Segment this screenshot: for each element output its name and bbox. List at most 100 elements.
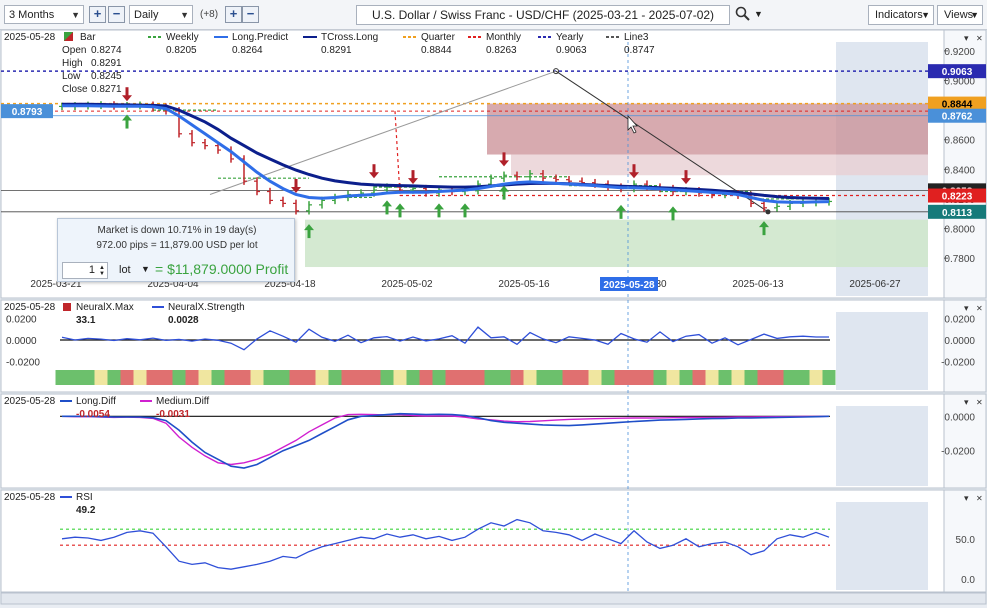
- y-tick-label: 0.8000: [944, 225, 975, 236]
- panel-date: 2025-05-28: [4, 396, 56, 407]
- neuralx-max-cell: [757, 370, 771, 385]
- buy-arrow-icon: [434, 203, 444, 210]
- neuralx-max-cell: [471, 370, 485, 385]
- close-icon: ✕: [976, 304, 983, 313]
- chart-area[interactable]: 2025-03-21 2025-04-04 2025-04-18 2025-05-02…: [0, 29, 987, 605]
- rsi-panel-axis: [943, 489, 987, 593]
- interval-select[interactable]: Daily ▼: [129, 5, 193, 24]
- neuralx-max-cell: [627, 370, 641, 385]
- legend-value: 49.2: [76, 505, 96, 516]
- interval-select-value: Daily: [134, 9, 159, 21]
- neuralx-max-cell: [198, 370, 212, 385]
- spinner-icon[interactable]: ▲ ▼: [99, 265, 105, 277]
- zoom-out-button[interactable]: −: [108, 6, 125, 23]
- neuralx-max-cell: [731, 370, 745, 385]
- price-tag: [928, 64, 986, 79]
- ohlc-label: Open: [62, 45, 86, 56]
- y-tick-label: 0.0: [961, 575, 975, 586]
- price-tag: [928, 108, 986, 123]
- rsi-panel: [0, 489, 945, 593]
- zoom-in-button[interactable]: +: [89, 6, 106, 23]
- add-overlay-button[interactable]: +: [225, 6, 242, 23]
- long-predict-line: [62, 104, 830, 204]
- line3-anchor: [765, 209, 771, 215]
- neuralx-max-cell: [705, 370, 719, 385]
- x-tick-label: 2025-05-16: [498, 279, 550, 290]
- search-icon[interactable]: [735, 6, 751, 25]
- chevron-down-icon[interactable]: ▼: [141, 264, 150, 274]
- neuralx-max-cell: [419, 370, 433, 385]
- neuralx-max-cell: [328, 370, 342, 385]
- neuralx-max-cell: [640, 370, 654, 385]
- price-tag-left: [1, 104, 53, 119]
- chevron-down-icon[interactable]: ▼: [754, 9, 763, 19]
- neuralx-max-cell: [432, 370, 446, 385]
- indicators-button[interactable]: Indicators ▼: [868, 5, 934, 25]
- neuralx-max-cell: [575, 370, 589, 385]
- legend-name: NeuralX.Strength: [168, 302, 245, 313]
- price-tag-label: 0.8844: [942, 100, 973, 111]
- neuralx-max-cell: [523, 370, 537, 385]
- neuralx-max-cell: [159, 370, 173, 385]
- measure-info-box: Market is down 10.71% in 19 day(s) 972.0…: [57, 218, 295, 282]
- views-label: Views: [944, 9, 974, 21]
- neuralx-max-cell: [315, 370, 329, 385]
- bar-legend-icon: [64, 32, 73, 41]
- long-diff-line: [62, 412, 830, 469]
- legend-name: RSI: [76, 492, 93, 503]
- legend-name: Bar: [80, 32, 96, 43]
- x-tick-label: 2025-03-21: [30, 279, 82, 290]
- y-tick-label: 0.0200: [944, 314, 975, 325]
- lot-quantity-input[interactable]: 1 ▲ ▼: [62, 262, 108, 279]
- legend-value: 0.8263: [486, 45, 517, 56]
- legend-name: Long.Diff: [76, 396, 116, 407]
- sell-arrow-icon: [122, 95, 132, 102]
- legend-value: -0.0054: [76, 409, 110, 420]
- neuralx-max-cell: [133, 370, 147, 385]
- cursor-date-tag: [600, 277, 658, 291]
- lot-unit-select[interactable]: lot: [119, 264, 131, 276]
- neuralx-max-cell: [406, 370, 420, 385]
- diff-panel: [0, 393, 945, 489]
- resistance-zone: [487, 103, 928, 155]
- neuralx-max-cell: [614, 370, 628, 385]
- legend-value: 0.8291: [321, 45, 352, 56]
- symbol-title[interactable]: U.S. Dollar / Swiss Franc - USD/CHF (202…: [356, 5, 730, 25]
- price-tag-label: 0.8793: [12, 107, 43, 118]
- range-select-value: 3 Months: [9, 9, 55, 21]
- y-tick-label: -0.0200: [941, 447, 975, 458]
- overlay-count: (+8): [200, 9, 219, 20]
- line3-anchor: [553, 68, 559, 75]
- legend-value: 0.8747: [624, 45, 655, 56]
- neuralx-max-cell: [549, 370, 563, 385]
- neuralx-max-cell: [81, 370, 95, 385]
- sell-arrow-icon: [369, 172, 379, 179]
- remove-overlay-button[interactable]: −: [242, 6, 259, 23]
- buy-arrow-icon: [668, 206, 678, 213]
- legend-value: 0.8205: [166, 45, 197, 56]
- neuralx-max-cell: [484, 370, 498, 385]
- buy-arrow-icon: [759, 221, 769, 228]
- neuralx-max-legend-icon: [63, 303, 71, 311]
- legend-name: Medium.Diff: [156, 396, 209, 407]
- measure-line-1: Market is down 10.71% in 19 day(s): [97, 225, 257, 236]
- neuralx-max-cell: [718, 370, 732, 385]
- price-tag-label: 0.9063: [942, 67, 973, 78]
- range-select[interactable]: 3 Months ▼: [4, 5, 84, 24]
- price-tag: [928, 204, 986, 219]
- views-button[interactable]: Views ▼: [937, 5, 983, 25]
- neuralx-max-cell: [679, 370, 693, 385]
- chart-svg[interactable]: 2025-03-21 2025-04-04 2025-04-18 2025-05-02…: [0, 29, 987, 605]
- buy-arrow-icon: [616, 204, 626, 211]
- panel-date: 2025-05-28: [4, 302, 56, 313]
- indicators-label: Indicators: [875, 9, 923, 21]
- close-icon: ✕: [976, 494, 983, 503]
- legend-value: 0.9063: [556, 45, 587, 56]
- y-tick-label: 50.0: [956, 535, 976, 546]
- neuralx-max-cell: [822, 370, 836, 385]
- neuralx-max-cell: [276, 370, 290, 385]
- y-tick-label: 0.8400: [944, 165, 975, 176]
- ohlc-value: 0.8274: [91, 45, 122, 56]
- neuralx-panel-axis: [943, 299, 987, 393]
- legend-value: -0.0031: [156, 409, 190, 420]
